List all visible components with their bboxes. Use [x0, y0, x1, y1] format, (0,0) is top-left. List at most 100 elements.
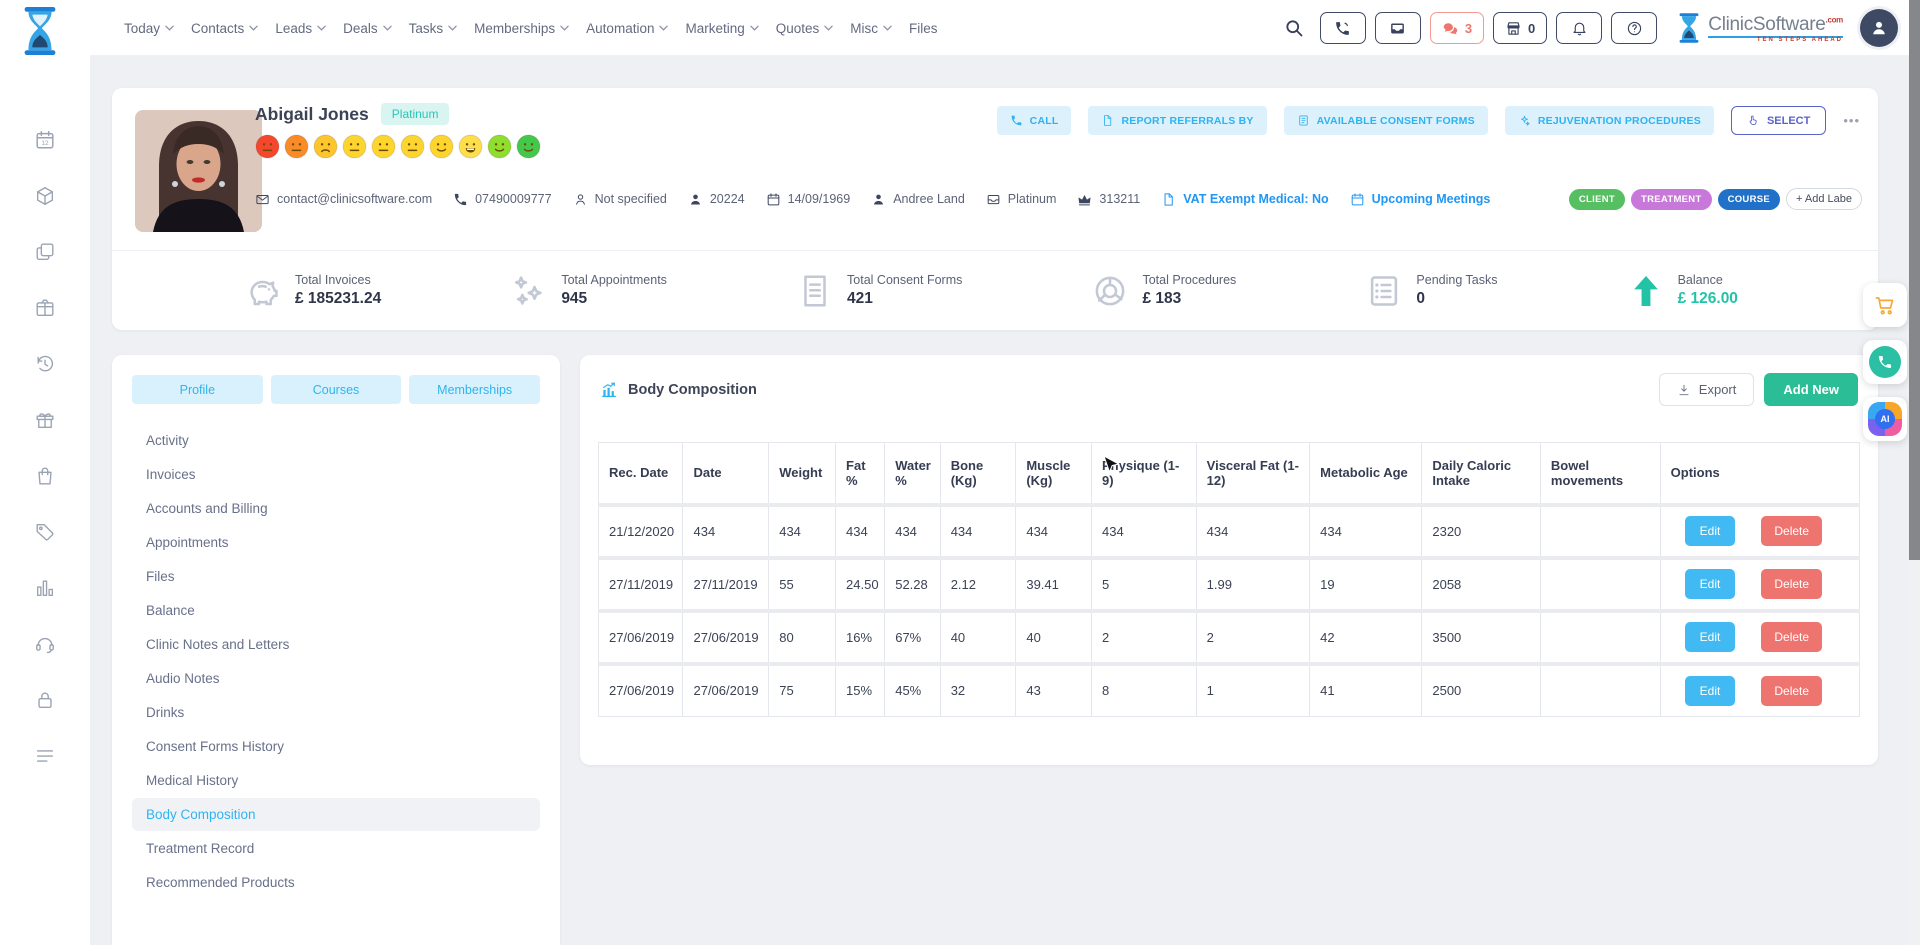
profile-menu-item[interactable]: Activity: [132, 424, 540, 457]
mood-emoji[interactable]: [516, 134, 541, 159]
dialer-button[interactable]: [1320, 12, 1366, 44]
patient-detail[interactable]: Upcoming Meetings: [1350, 192, 1491, 207]
delete-button[interactable]: Delete: [1761, 516, 1822, 546]
inbox-button[interactable]: [1375, 12, 1421, 44]
delete-button[interactable]: Delete: [1761, 676, 1822, 706]
mood-emoji[interactable]: [487, 134, 512, 159]
profile-menu-item[interactable]: Balance: [132, 594, 540, 627]
edit-button[interactable]: Edit: [1685, 516, 1736, 546]
profile-menu-item[interactable]: Treatment Record: [132, 832, 540, 865]
rail-icon-button[interactable]: [17, 672, 73, 728]
add-label-button[interactable]: + Add Labe: [1786, 188, 1862, 210]
patient-detail[interactable]: Not specified: [573, 192, 667, 207]
clinicsoftware-logo[interactable]: ClinicSoftware.com TEN STEPS AHEAD: [1676, 12, 1843, 44]
rail-icon-button[interactable]: [17, 280, 73, 336]
rail-icon-button[interactable]: 12: [17, 112, 73, 168]
rail-icon-button[interactable]: [17, 616, 73, 672]
nav-item[interactable]: Deals: [343, 21, 392, 36]
rail-icon-button[interactable]: [17, 728, 73, 784]
export-button[interactable]: Export: [1659, 373, 1755, 406]
patient-detail[interactable]: 313211: [1077, 192, 1140, 207]
nav-item[interactable]: Files: [909, 21, 938, 36]
table-cell: 39.41: [1016, 558, 1092, 611]
app-logo[interactable]: [12, 3, 68, 59]
rail-icon-button[interactable]: [17, 224, 73, 280]
mood-emoji[interactable]: [255, 134, 280, 159]
rail-icon-button[interactable]: [17, 392, 73, 448]
nav-item[interactable]: Today: [124, 21, 174, 36]
rail-icon-button[interactable]: [17, 336, 73, 392]
mood-emoji[interactable]: [371, 134, 396, 159]
profile-tab[interactable]: Memberships: [409, 375, 540, 404]
nav-item[interactable]: Misc: [850, 21, 892, 36]
edit-button[interactable]: Edit: [1685, 569, 1736, 599]
profile-menu-item[interactable]: Appointments: [132, 526, 540, 559]
profile-tab[interactable]: Courses: [271, 375, 402, 404]
patient-detail[interactable]: Platinum: [986, 192, 1057, 207]
mood-emoji[interactable]: [400, 134, 425, 159]
notifications-button[interactable]: [1556, 12, 1602, 44]
patient-action-button[interactable]: REJUVENATION PROCEDURES: [1505, 106, 1714, 135]
profile-menu-item[interactable]: Clinic Notes and Letters: [132, 628, 540, 661]
rail-icon-button[interactable]: [17, 168, 73, 224]
add-new-button[interactable]: Add New: [1764, 373, 1858, 406]
search-icon[interactable]: [1277, 11, 1311, 45]
patient-label-pill[interactable]: TREATMENT: [1631, 189, 1712, 210]
user-avatar[interactable]: [1860, 9, 1898, 47]
profile-menu-item[interactable]: Invoices: [132, 458, 540, 491]
mood-emoji[interactable]: [342, 134, 367, 159]
mood-emoji[interactable]: [284, 134, 309, 159]
profile-menu-item[interactable]: Consent Forms History: [132, 730, 540, 763]
edit-button[interactable]: Edit: [1685, 622, 1736, 652]
profile-tab[interactable]: Profile: [132, 375, 263, 404]
chat-button[interactable]: 3: [1430, 12, 1484, 44]
nav-item[interactable]: Memberships: [474, 21, 569, 36]
nav-item[interactable]: Contacts: [191, 21, 258, 36]
patient-label-pill[interactable]: COURSE: [1718, 189, 1780, 210]
store-button[interactable]: 0: [1493, 12, 1547, 44]
nav-item[interactable]: Marketing: [685, 21, 758, 36]
profile-menu-item[interactable]: Drinks: [132, 696, 540, 729]
patient-detail[interactable]: contact@clinicsoftware.com: [255, 192, 432, 207]
help-button[interactable]: [1611, 12, 1657, 44]
nav-item[interactable]: Quotes: [776, 21, 834, 36]
patient-detail[interactable]: 14/09/1969: [766, 192, 851, 207]
patient-detail[interactable]: VAT Exempt Medical: No: [1161, 192, 1328, 207]
delete-button[interactable]: Delete: [1761, 622, 1822, 652]
profile-menu-item[interactable]: Accounts and Billing: [132, 492, 540, 525]
profile-menu-item[interactable]: Recommended Products: [132, 866, 540, 899]
patient-label-pill[interactable]: CLIENT: [1569, 189, 1625, 210]
mood-emoji[interactable]: [429, 134, 454, 159]
floating-phone-button[interactable]: [1863, 340, 1907, 384]
patient-detail[interactable]: 20224: [688, 192, 745, 207]
nav-item[interactable]: Automation: [586, 21, 668, 36]
delete-button[interactable]: Delete: [1761, 569, 1822, 599]
patient-photo[interactable]: [135, 110, 262, 232]
profile-panel: Profile Courses Memberships Activity Inv…: [112, 355, 560, 945]
floating-cart-button[interactable]: [1863, 283, 1907, 327]
profile-menu-item[interactable]: Body Composition: [132, 798, 540, 831]
edit-button[interactable]: Edit: [1685, 676, 1736, 706]
profile-menu-item[interactable]: Audio Notes: [132, 662, 540, 695]
nav-item[interactable]: Tasks: [409, 21, 458, 36]
floating-ai-button[interactable]: AI: [1863, 397, 1907, 441]
nav-item[interactable]: Leads: [275, 21, 326, 36]
patient-action-button[interactable]: REPORT REFERRALS BY: [1088, 106, 1266, 135]
patient-action-button[interactable]: CALL: [997, 106, 1072, 135]
patient-detail[interactable]: Andree Land: [871, 192, 965, 207]
calendar-icon: [766, 192, 781, 207]
more-options-button[interactable]: •••: [1843, 113, 1860, 128]
person-icon: [871, 192, 886, 207]
profile-menu-item[interactable]: Files: [132, 560, 540, 593]
scrollbar-thumb[interactable]: [1909, 0, 1920, 560]
patient-detail[interactable]: 07490009777: [453, 192, 551, 207]
select-button[interactable]: SELECT: [1731, 106, 1826, 135]
patient-action-button[interactable]: AVAILABLE CONSENT FORMS: [1284, 106, 1488, 135]
rail-icon-button[interactable]: [17, 448, 73, 504]
rail-icon-button[interactable]: [17, 560, 73, 616]
stat-item: Total Procedures £ 183: [1091, 272, 1236, 310]
mood-emoji[interactable]: [458, 134, 483, 159]
rail-icon-button[interactable]: [17, 504, 73, 560]
profile-menu-item[interactable]: Medical History: [132, 764, 540, 797]
mood-emoji[interactable]: [313, 134, 338, 159]
